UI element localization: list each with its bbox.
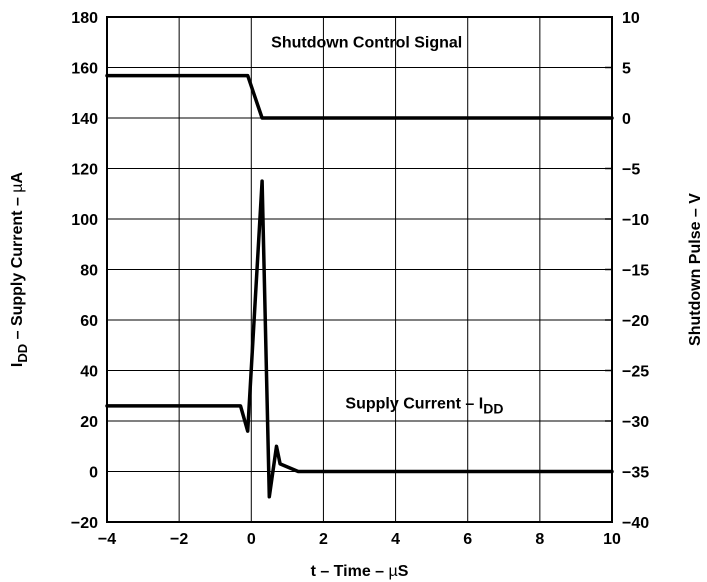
annotations: Shutdown Control Signal Supply Current – … — [271, 34, 503, 416]
y-left-tick-label: 120 — [71, 162, 98, 179]
x-tick-label: −4 — [98, 531, 116, 548]
y-right-tick-label: −40 — [622, 515, 649, 532]
x-axis-title-main: t – Time – — [311, 563, 389, 580]
y-left-tick-label: 80 — [80, 263, 98, 280]
y-right-tick-label: 10 — [622, 10, 640, 27]
y-left-tick-label: 40 — [80, 364, 98, 381]
y-right-tick-label: −25 — [622, 364, 649, 381]
y-left-tick-label: 100 — [71, 212, 98, 229]
x-axis-title-mu: µ — [389, 563, 398, 580]
shutdown-control-signal-line — [105, 73, 614, 120]
y-right-tick-label: −30 — [622, 414, 649, 431]
y-left-tick-label: 60 — [80, 313, 98, 330]
x-tick-label: 10 — [603, 531, 621, 548]
right-y-axis-title: Shutdown Pulse – V — [687, 193, 704, 346]
x-axis-title: t – Time – µS — [311, 563, 409, 580]
x-tick-label: 6 — [463, 531, 472, 548]
left-y-axis-title-sub: DD — [15, 344, 30, 363]
y-left-tick-label: 140 — [71, 111, 98, 128]
annotation-supply-current: Supply Current – IDD — [345, 395, 503, 416]
supply-current-line — [105, 179, 614, 499]
y-right-tick-label: −35 — [622, 465, 649, 482]
x-axis-title-unit: S — [398, 563, 409, 580]
y-right-tick-label: −20 — [622, 313, 649, 330]
left-y-axis-title-mid: – Supply Current – — [9, 193, 26, 344]
x-tick-label: 2 — [319, 531, 328, 548]
left-y-axis-title-unit: A — [9, 171, 26, 183]
y-right-tick-label: 5 — [622, 61, 631, 78]
y-left-tick-label: 160 — [71, 61, 98, 78]
svg-text:Shutdown Pulse – V: Shutdown Pulse – V — [687, 193, 704, 346]
y-right-tick-label: −5 — [622, 162, 640, 179]
y-right-tick-label: 0 — [622, 111, 631, 128]
left-y-axis-title-i: I — [9, 363, 26, 367]
svg-text:IDD – Supply Current – µA: IDD – Supply Current – µA — [9, 171, 30, 367]
y-left-tick-label: 20 — [80, 414, 98, 431]
x-tick-label: 0 — [247, 531, 256, 548]
annotation-shutdown-control-signal: Shutdown Control Signal — [271, 34, 462, 51]
annotation-supply-current-sub: DD — [483, 400, 503, 416]
y-left-tick-label: 180 — [71, 10, 98, 27]
data-series — [105, 73, 614, 499]
left-y-axis-title-mu: µ — [9, 183, 26, 192]
x-tick-label: 8 — [535, 531, 544, 548]
y-right-tick-label: −15 — [622, 263, 649, 280]
x-tick-label: 4 — [391, 531, 400, 548]
annotation-supply-current-main: Supply Current – I — [345, 395, 483, 412]
grid-lines — [106, 16, 613, 523]
left-y-axis-title: IDD – Supply Current – µA — [9, 171, 30, 367]
x-tick-label: −2 — [170, 531, 188, 548]
y-right-tick-label: −10 — [622, 212, 649, 229]
y-left-tick-label: −20 — [71, 515, 98, 532]
y-left-tick-label: 0 — [89, 465, 98, 482]
